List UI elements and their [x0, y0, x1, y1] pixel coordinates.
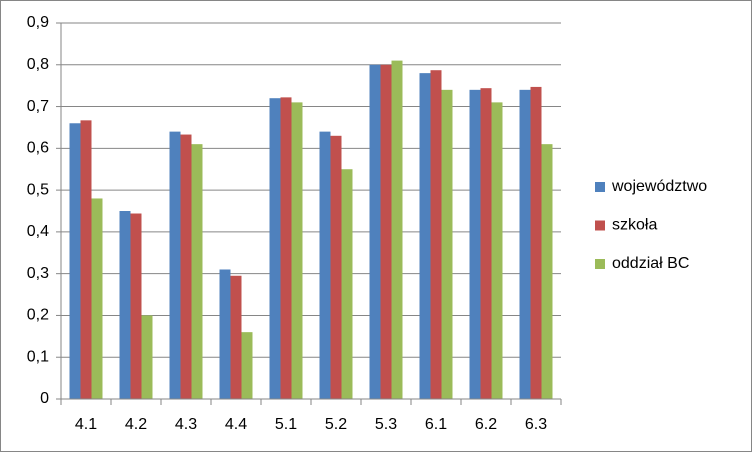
y-tick-label: 0,1 [27, 348, 49, 365]
bar [191, 144, 203, 399]
bar [419, 73, 431, 399]
x-tick-label: 6.1 [425, 416, 447, 433]
bar [180, 134, 192, 399]
bar [341, 169, 353, 399]
y-tick-label: 0 [40, 390, 49, 407]
bar [130, 213, 142, 399]
bar [319, 131, 331, 399]
legend-swatch [595, 182, 605, 192]
x-tick-label: 5.1 [275, 416, 297, 433]
bar [491, 102, 503, 399]
legend-swatch [595, 220, 605, 231]
x-tick-label: 5.2 [325, 416, 347, 433]
bar [280, 97, 292, 399]
bar [469, 89, 481, 399]
legend-label: oddział BC [612, 255, 689, 272]
x-tick-label: 4.4 [225, 416, 247, 433]
x-tick-label: 4.3 [175, 416, 197, 433]
bar [530, 86, 542, 400]
bar [141, 315, 153, 399]
x-tick-label: 5.3 [375, 416, 397, 433]
bar [80, 120, 92, 399]
legend-label: szkoła [612, 217, 657, 234]
bar [380, 64, 392, 400]
y-tick-label: 0,6 [27, 140, 49, 157]
bar [430, 70, 442, 399]
bar [541, 144, 553, 399]
y-tick-label: 0,2 [27, 307, 49, 324]
bar [330, 135, 342, 400]
bar [291, 102, 303, 399]
legend-swatch [595, 259, 605, 269]
y-tick-label: 0,8 [27, 56, 49, 73]
bar [219, 269, 231, 399]
bar [519, 89, 531, 399]
bar [441, 89, 453, 399]
bar [169, 131, 181, 399]
y-tick-label: 0,9 [27, 14, 49, 31]
bar [241, 332, 253, 399]
bar [91, 198, 103, 399]
x-tick-label: 6.3 [525, 416, 547, 433]
y-tick-label: 0,3 [27, 265, 49, 282]
bar [230, 275, 242, 399]
y-tick-label: 0,4 [27, 223, 49, 240]
y-tick-label: 0,5 [27, 181, 49, 198]
bar [480, 88, 492, 399]
x-tick-label: 4.1 [75, 416, 97, 433]
bar [269, 98, 281, 399]
y-tick-label: 0,7 [27, 98, 49, 115]
bar [119, 211, 131, 399]
x-tick-label: 6.2 [475, 416, 497, 433]
legend-label: województwo [611, 178, 707, 195]
bar [69, 123, 81, 400]
bar [391, 60, 403, 399]
bar [369, 64, 381, 400]
x-tick-label: 4.2 [125, 416, 147, 433]
